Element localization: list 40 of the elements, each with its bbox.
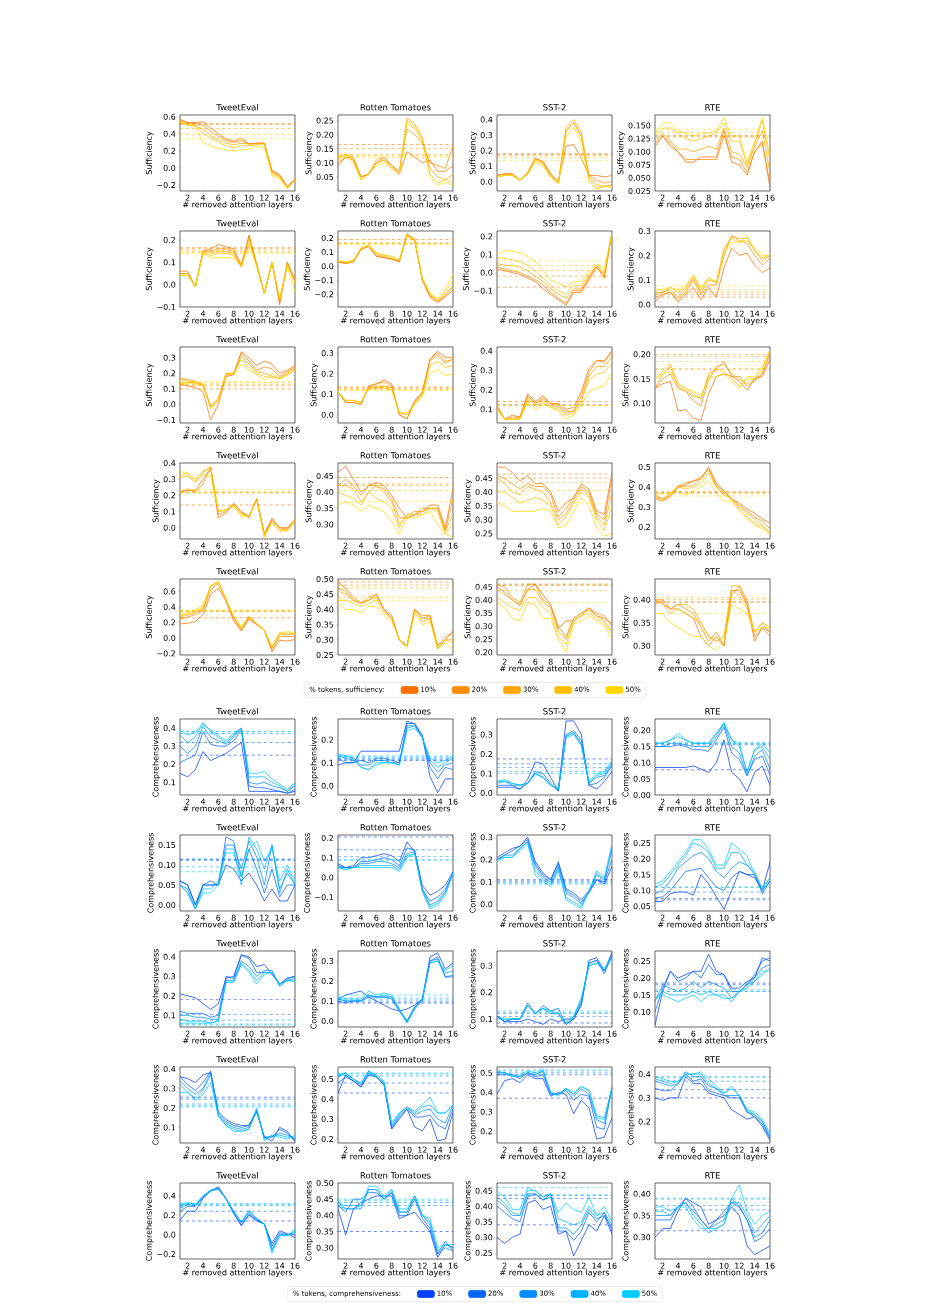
chart-title: RTE [705,1172,720,1179]
chart-title: TweetEval [216,451,258,459]
chart-title: TweetEval [216,335,258,343]
chart-title: TweetEval [216,567,258,575]
chart-title: TweetEval [216,707,258,715]
chart-title: Rotten Tomatoes [360,104,431,111]
chart-title: RTE [705,220,720,227]
chart-title: Rotten Tomatoes [360,1172,431,1179]
chart-title: TweetEval [216,939,258,947]
chart-title: Rotten Tomatoes [360,1056,431,1063]
chart-title: SST-2 [543,220,566,227]
chart-title: Rotten Tomatoes [360,940,431,947]
chart-title: RTE [705,568,720,575]
chart-title: SST-2 [543,104,566,111]
chart-title: SST-2 [543,568,566,575]
chart-title: TweetEval [216,219,258,227]
chart-title: SST-2 [543,824,566,831]
chart-title: RTE [705,452,720,459]
chart-title: RTE [705,1056,720,1063]
chart-title: TweetEval [216,1055,258,1063]
chart-title: TweetEval [216,823,258,831]
chart-title: RTE [705,708,720,715]
chart-title: SST-2 [543,452,566,459]
chart-title: RTE [705,104,720,111]
chart-title: SST-2 [543,1172,566,1179]
chart-title: Rotten Tomatoes [360,336,431,343]
chart-title: SST-2 [543,708,566,715]
chart-title: Rotten Tomatoes [360,708,431,715]
chart-title: RTE [705,940,720,947]
chart-title: SST-2 [543,940,566,947]
chart-title: Rotten Tomatoes [360,824,431,831]
chart-title: SST-2 [543,336,566,343]
chart-title: TweetEval [216,103,258,111]
chart-title: RTE [705,824,720,831]
chart-title: Rotten Tomatoes [360,452,431,459]
chart-title: Rotten Tomatoes [360,568,431,575]
chart-title: TweetEval [216,1171,258,1179]
chart-title: Rotten Tomatoes [360,220,431,227]
chart-title: SST-2 [543,1056,566,1063]
chart-title: RTE [705,336,720,343]
